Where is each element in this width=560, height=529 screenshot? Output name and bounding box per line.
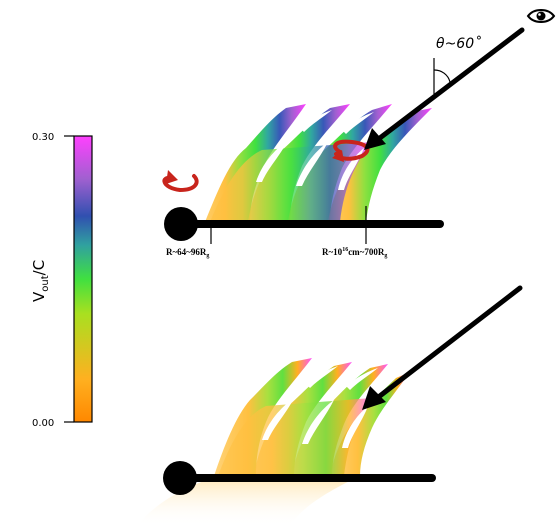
bottom-wind-gap-3 [342, 406, 368, 448]
top-panel: R~64~96Rg R~1016cm~700Rg θ~60˚ [162, 9, 556, 259]
top-outer-radius-sub: g [384, 253, 387, 259]
bottom-line-of-sight [369, 285, 523, 405]
colorbar-label-tail: /C [30, 260, 48, 276]
bottom-wind-streams [214, 358, 410, 476]
colorbar-fill [73, 135, 93, 423]
top-wind-gap-2 [296, 142, 328, 186]
top-wind-stream-4 [328, 108, 432, 222]
bottom-wind-faded [140, 476, 360, 526]
bottom-black-hole [163, 461, 197, 495]
bottom-wind-gap-5 [346, 368, 378, 390]
bottom-panel [140, 285, 523, 526]
colorbar-label-sub: out [40, 275, 51, 291]
top-outer-radius-label: R~1016cm~700Rg [322, 247, 387, 259]
top-angle-label: θ~60˚ [436, 35, 481, 52]
colorbar-max-label: 0.30 [32, 132, 54, 143]
top-wind-gap-5 [342, 112, 374, 134]
top-inner-radius-label: R~64~96Rg [166, 247, 209, 259]
top-wind-streams [205, 104, 432, 222]
top-inner-radius-sub: g [206, 253, 209, 259]
top-outer-radius-mid: cm~700R [348, 247, 385, 257]
top-wind-gap-4 [300, 110, 332, 132]
top-angle-arc [433, 69, 451, 83]
colorbar-min-label: 0.00 [32, 418, 54, 429]
bottom-wind-stream-4 [330, 372, 410, 476]
top-black-hole [164, 207, 198, 241]
top-outer-radius-prefix: R~10 [322, 247, 343, 257]
bottom-wind-gap-2 [302, 400, 334, 444]
bottom-wind-gap-4 [306, 366, 338, 388]
eye-icon [526, 9, 556, 23]
bottom-wind-fill [218, 398, 372, 476]
colorbar-label-main: V [30, 291, 48, 302]
colorbar-axis-label: Vout/C [30, 260, 51, 302]
top-rotation-arrow-left [162, 170, 199, 193]
top-line-of-sight-arrowhead [364, 128, 386, 150]
top-inner-radius-prefix: R~64~96R [166, 247, 207, 257]
bottom-line-of-sight-arrowhead [362, 386, 386, 410]
top-line-of-sight [369, 27, 525, 147]
top-outer-radius-sup: 16 [342, 247, 348, 253]
top-wind-gap-1 [256, 140, 288, 182]
colorbar: 0.30 0.00 Vout/C [30, 132, 93, 429]
top-wind-fill [210, 142, 372, 222]
bottom-wind-gap-1 [262, 398, 294, 440]
